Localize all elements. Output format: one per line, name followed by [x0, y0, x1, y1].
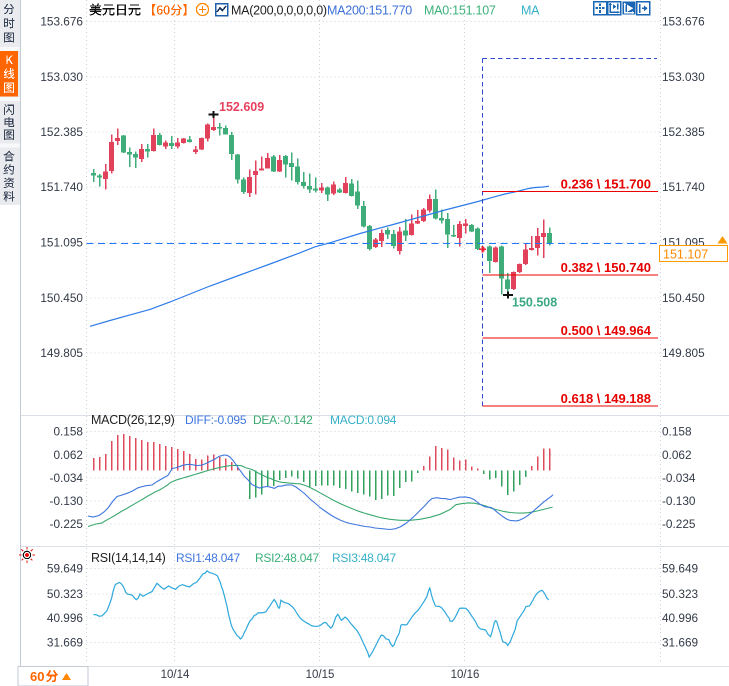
svg-text:-0.130: -0.130 — [50, 494, 84, 508]
svg-text:DIFF:-0.095: DIFF:-0.095 — [185, 413, 247, 427]
svg-text:0.158: 0.158 — [53, 425, 83, 439]
svg-text:149.805: 149.805 — [662, 346, 705, 360]
svg-text:RSI3:48.047: RSI3:48.047 — [332, 551, 397, 565]
svg-text:153.676: 153.676 — [40, 15, 83, 29]
svg-text:50.323: 50.323 — [662, 587, 699, 601]
svg-text:50.323: 50.323 — [47, 587, 84, 601]
svg-text:0.062: 0.062 — [53, 448, 83, 462]
svg-text:151.740: 151.740 — [40, 180, 83, 194]
svg-text:0.236 \ 151.700: 0.236 \ 151.700 — [561, 177, 651, 192]
svg-text:31.669: 31.669 — [662, 635, 698, 649]
svg-text:RSI(14,14,14): RSI(14,14,14) — [91, 551, 166, 565]
svg-text:0.500 \ 149.964: 0.500 \ 149.964 — [561, 323, 652, 338]
svg-text:MA0:151.107: MA0:151.107 — [424, 4, 496, 18]
svg-text:151.740: 151.740 — [662, 180, 705, 194]
svg-text:10/14: 10/14 — [161, 669, 190, 681]
svg-text:RSI2:48.047: RSI2:48.047 — [255, 551, 320, 565]
svg-text:-0.225: -0.225 — [662, 517, 696, 531]
svg-text:MACD(26,12,9): MACD(26,12,9) — [91, 413, 175, 427]
svg-text:10/15: 10/15 — [306, 669, 335, 681]
svg-text:153.030: 153.030 — [40, 70, 83, 84]
svg-text:153.030: 153.030 — [662, 70, 705, 84]
svg-text:152.385: 152.385 — [662, 125, 705, 139]
svg-text:152.609: 152.609 — [219, 100, 264, 114]
svg-text:150.450: 150.450 — [662, 291, 705, 305]
svg-text:151.095: 151.095 — [40, 236, 83, 250]
svg-text:-0.034: -0.034 — [50, 471, 84, 485]
svg-text:MA200:151.770: MA200:151.770 — [327, 4, 412, 18]
svg-text:0.158: 0.158 — [662, 425, 692, 439]
svg-text:-0.034: -0.034 — [662, 471, 696, 485]
svg-text:31.669: 31.669 — [47, 635, 83, 649]
svg-text:-0.130: -0.130 — [662, 494, 696, 508]
svg-text:59.649: 59.649 — [662, 562, 698, 576]
svg-text:152.385: 152.385 — [40, 125, 83, 139]
svg-text:40.996: 40.996 — [47, 611, 84, 625]
svg-text:-0.225: -0.225 — [50, 517, 84, 531]
svg-text:MA(200,0,0,0,0,0): MA(200,0,0,0,0,0) — [231, 4, 327, 18]
svg-text:151.107: 151.107 — [663, 248, 708, 262]
svg-text:RSI1:48.047: RSI1:48.047 — [176, 551, 241, 565]
svg-text:MACD:0.094: MACD:0.094 — [330, 413, 397, 427]
svg-text:DEA:-0.142: DEA:-0.142 — [253, 413, 313, 427]
svg-text:59.649: 59.649 — [47, 562, 83, 576]
svg-text:10/16: 10/16 — [451, 669, 480, 681]
svg-text:0.382 \ 150.740: 0.382 \ 150.740 — [561, 260, 651, 275]
svg-text:150.508: 150.508 — [512, 296, 557, 310]
svg-text:149.805: 149.805 — [40, 346, 83, 360]
svg-text:40.996: 40.996 — [662, 611, 699, 625]
svg-text:0.062: 0.062 — [662, 448, 692, 462]
svg-text:MA: MA — [521, 4, 540, 18]
svg-text:150.450: 150.450 — [40, 291, 83, 305]
svg-text:0.618 \ 149.188: 0.618 \ 149.188 — [561, 391, 651, 406]
svg-text:60: 60 — [30, 669, 44, 684]
svg-text:153.676: 153.676 — [662, 15, 705, 29]
